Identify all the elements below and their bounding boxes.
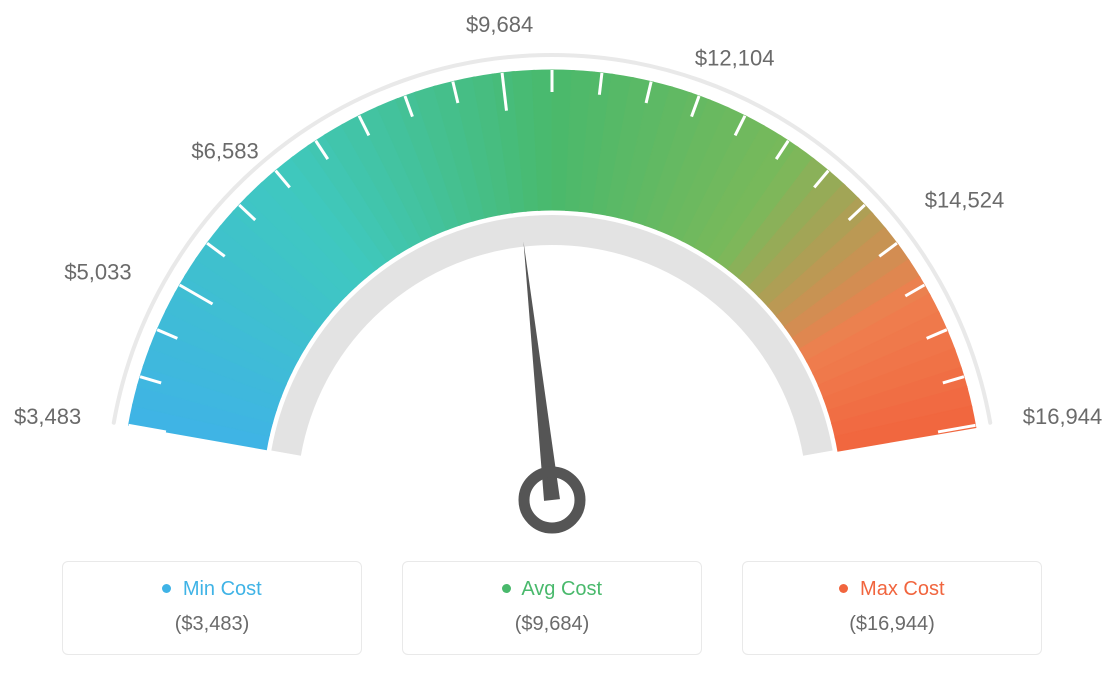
legend-dot-avg (502, 584, 511, 593)
gauge-tick-label: $9,684 (466, 12, 533, 37)
legend-label-avg: Avg Cost (521, 578, 602, 600)
gauge-area: $3,483 $5,033 $6,583 $9,684 $12,104 $14,524 $1… (0, 0, 1104, 540)
legend-card-max: Max Cost ($16,944) (742, 561, 1042, 655)
gauge-tick-label: $5,033 (64, 259, 131, 284)
legend-label-max: Max Cost (860, 578, 944, 600)
legend-value-avg: ($9,684) (403, 613, 701, 636)
gauge-svg: $3,483 $5,033 $6,583 $9,684 $12,104 $14,524 $1… (0, 0, 1104, 540)
legend-card-min: Min Cost ($3,483) (62, 561, 362, 655)
gauge-tick-label: $16,944 (1023, 404, 1103, 429)
gauge-tick-label: $14,524 (925, 188, 1005, 213)
legend-card-avg: Avg Cost ($9,684) (402, 561, 702, 655)
gauge-tick-label: $12,104 (695, 45, 775, 70)
legend-title-max: Max Cost (743, 578, 1041, 601)
gauge-tick-label: $3,483 (14, 404, 81, 429)
legend-row: Min Cost ($3,483) Avg Cost ($9,684) Max … (0, 561, 1104, 655)
gauge-tick-label: $6,583 (191, 138, 258, 163)
legend-dot-min (162, 584, 171, 593)
legend-title-avg: Avg Cost (403, 578, 701, 601)
legend-label-min: Min Cost (183, 578, 262, 600)
legend-dot-max (839, 584, 848, 593)
legend-title-min: Min Cost (63, 578, 361, 601)
cost-gauge-container: $3,483 $5,033 $6,583 $9,684 $12,104 $14,524 $1… (0, 0, 1104, 690)
legend-value-min: ($3,483) (63, 613, 361, 636)
legend-value-max: ($16,944) (743, 613, 1041, 636)
